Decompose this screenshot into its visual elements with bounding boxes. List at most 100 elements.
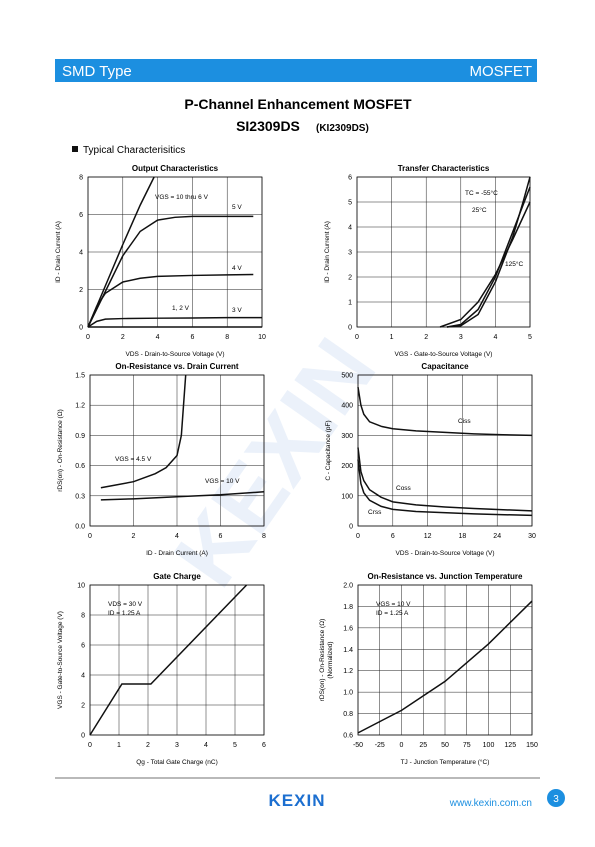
page-number: 3	[553, 794, 559, 805]
curve-label: 25°C	[472, 206, 487, 214]
y-tick-label: 1.8	[343, 604, 353, 611]
y-tick-label: 6	[81, 643, 85, 650]
x-axis-label: VDS - Drain-to-Source Voltage (V)	[396, 550, 495, 557]
y-tick-label: 0	[349, 524, 353, 531]
y-tick-label: 400	[341, 403, 353, 410]
curve	[87, 176, 155, 328]
x-tick-label: 6	[391, 533, 395, 540]
curve	[100, 491, 265, 501]
chart-title: On-Resistance vs. Junction Temperature	[367, 572, 523, 581]
y-tick-label: 1.6	[343, 625, 353, 632]
x-tick-label: 4	[204, 742, 208, 749]
alt-part: (KI2309DS)	[316, 123, 369, 134]
curve	[357, 386, 533, 437]
x-tick-label: 25	[419, 742, 427, 749]
x-tick-label: 0	[400, 742, 404, 749]
x-tick-label: 100	[483, 742, 495, 749]
y-tick-label: 1.5	[75, 373, 85, 380]
x-tick-label: 10	[258, 334, 266, 341]
y-tick-label: 300	[341, 433, 353, 440]
header-bar	[55, 59, 537, 82]
curve-label: VGS = 10 V	[205, 478, 240, 485]
curve-label: Coss	[396, 485, 412, 492]
curve-label: VGS = 10 thru 6 V	[155, 194, 209, 201]
bullet	[72, 146, 78, 152]
x-axis-label: ID - Drain Current (A)	[146, 550, 208, 557]
annotation: VDS = 30 V	[108, 601, 143, 608]
y-axis-label: rDS(on) - On-Resistance (Ω)	[319, 619, 326, 702]
chart-title: Transfer Characteristics	[398, 164, 490, 173]
header-right: MOSFET	[470, 63, 533, 80]
x-tick-label: 50	[441, 742, 449, 749]
curve	[357, 447, 533, 512]
x-tick-label: 1	[117, 742, 121, 749]
curve-label: 1, 2 V	[172, 305, 190, 312]
x-tick-label: 0	[355, 334, 359, 341]
y-tick-label: 1.2	[343, 668, 353, 675]
x-tick-label: 30	[528, 533, 536, 540]
x-tick-label: 4	[493, 334, 497, 341]
x-tick-label: 24	[493, 533, 501, 540]
y-tick-label: 0.8	[343, 711, 353, 718]
plot-frame	[356, 176, 531, 328]
y-tick-label: 0	[79, 325, 83, 332]
x-tick-label: 0	[88, 533, 92, 540]
y-tick-label: 1.2	[75, 403, 85, 410]
y-tick-label: 2	[81, 703, 85, 710]
x-tick-label: 8	[225, 334, 229, 341]
y-tick-label: 8	[79, 175, 83, 182]
x-tick-label: 2	[146, 742, 150, 749]
y-tick-label: 0.6	[343, 733, 353, 740]
y-tick-label: 0.0	[75, 524, 85, 531]
chart-title: Gate Charge	[153, 572, 201, 581]
x-tick-label: 3	[175, 742, 179, 749]
curve	[100, 374, 187, 489]
curve	[87, 316, 262, 328]
y-tick-label: 4	[348, 225, 352, 232]
y-tick-label: 1	[348, 300, 352, 307]
page-badge	[547, 789, 565, 807]
y-tick-label: 0.3	[75, 493, 85, 500]
x-tick-label: 5	[233, 742, 237, 749]
y-axis-label: ID - Drain Current (A)	[55, 221, 62, 283]
x-tick-label: -50	[353, 742, 363, 749]
x-tick-label: 6	[219, 533, 223, 540]
x-tick-label: 12	[424, 533, 432, 540]
y-tick-label: 1.4	[343, 647, 353, 654]
curve-label: 5 V	[232, 204, 242, 211]
section-title: Typical Characterisitics	[83, 145, 185, 156]
curve-label: Crss	[368, 509, 382, 516]
curve-label: TC = -55°C	[465, 189, 498, 197]
part-number: SI2309DS	[236, 118, 300, 134]
y-axis-label: (Normalized)	[327, 641, 334, 678]
x-tick-label: 8	[262, 533, 266, 540]
curve	[439, 201, 531, 328]
curve	[357, 459, 533, 517]
y-tick-label: 2.0	[343, 583, 353, 590]
x-tick-label: 0	[86, 334, 90, 341]
x-tick-label: 3	[459, 334, 463, 341]
x-tick-label: 0	[88, 742, 92, 749]
footer-url: www.kexin.com.cn	[449, 798, 532, 809]
y-tick-label: 500	[341, 373, 353, 380]
curve	[357, 600, 533, 734]
curve	[446, 176, 531, 328]
plot-frame	[357, 584, 533, 736]
chart-title: On-Resistance vs. Drain Current	[115, 362, 238, 371]
plot-frame	[357, 374, 533, 527]
chart-title: Output Characteristics	[132, 164, 219, 173]
y-tick-label: 0	[348, 325, 352, 332]
x-tick-label: 125	[504, 742, 516, 749]
x-tick-label: 6	[262, 742, 266, 749]
x-tick-label: 75	[463, 742, 471, 749]
y-tick-label: 2	[79, 287, 83, 294]
y-tick-label: 2	[348, 275, 352, 282]
curve	[446, 186, 531, 328]
x-tick-label: -25	[375, 742, 385, 749]
y-tick-label: 0.9	[75, 433, 85, 440]
y-tick-label: 5	[348, 200, 352, 207]
doc-title: P-Channel Enhancement MOSFET	[184, 96, 412, 112]
curve	[89, 584, 248, 736]
